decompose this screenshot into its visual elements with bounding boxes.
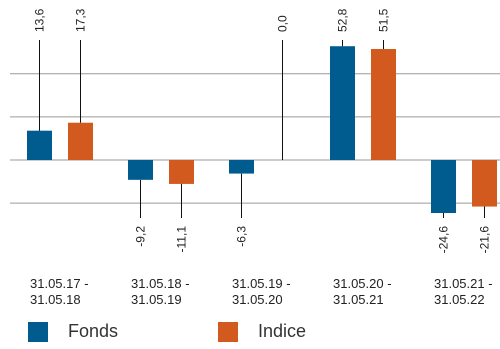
bar-fonds-3 — [330, 46, 355, 160]
bar-fonds-0 — [27, 130, 52, 160]
value-label-fonds-1: -9,2 — [134, 226, 148, 247]
category-label-4-0: 31.05.21 - — [434, 276, 493, 291]
bar-indice-0 — [68, 122, 93, 160]
bar-indice-3 — [371, 49, 396, 160]
value-label-indice-0: 17,3 — [74, 8, 88, 32]
legend-swatch-indice — [218, 321, 238, 342]
category-label-4-1: 31.05.22 — [434, 292, 485, 307]
value-label-indice-4: -21,6 — [478, 226, 492, 254]
bar-fonds-4 — [431, 160, 456, 214]
bar-indice-1 — [169, 160, 194, 184]
value-label-fonds-4: -24,6 — [437, 226, 451, 254]
legend-label-fonds: Fonds — [68, 321, 119, 341]
bar-fonds-1 — [128, 160, 153, 180]
category-label-3-1: 31.05.21 — [333, 292, 384, 307]
legend-item-indice: Indice — [218, 321, 306, 342]
category-label-0-0: 31.05.17 - — [30, 276, 89, 291]
value-label-fonds-2: -6,3 — [235, 226, 249, 247]
value-label-indice-2: 0,0 — [276, 15, 290, 32]
value-label-indice-3: 51,5 — [377, 8, 391, 32]
bar-fonds-2 — [229, 160, 254, 174]
category-label-2-1: 31.05.20 — [232, 292, 283, 307]
legend-label-indice: Indice — [258, 321, 307, 341]
legend-swatch-fonds — [28, 321, 48, 342]
bar-chart: 13,6 -9,2 -6,3 52,8 -24,6 17,3 -11,1 0,0 51,5 -21… — [10, 8, 500, 307]
value-label-fonds-0: 13,6 — [33, 8, 47, 32]
value-label-fonds-3: 52,8 — [336, 8, 350, 32]
category-label-2-0: 31.05.19 - — [232, 276, 291, 291]
chart-legend: Fonds Indice — [0, 321, 500, 349]
category-label-0-1: 31.05.18 — [30, 292, 81, 307]
category-label-3-0: 31.05.20 - — [333, 276, 392, 291]
bar-indice-4 — [472, 160, 497, 207]
category-label-1-1: 31.05.19 — [131, 292, 182, 307]
value-label-indice-1: -11,1 — [175, 226, 189, 253]
legend-item-fonds: Fonds — [28, 321, 118, 342]
category-label-1-0: 31.05.18 - — [131, 276, 190, 291]
